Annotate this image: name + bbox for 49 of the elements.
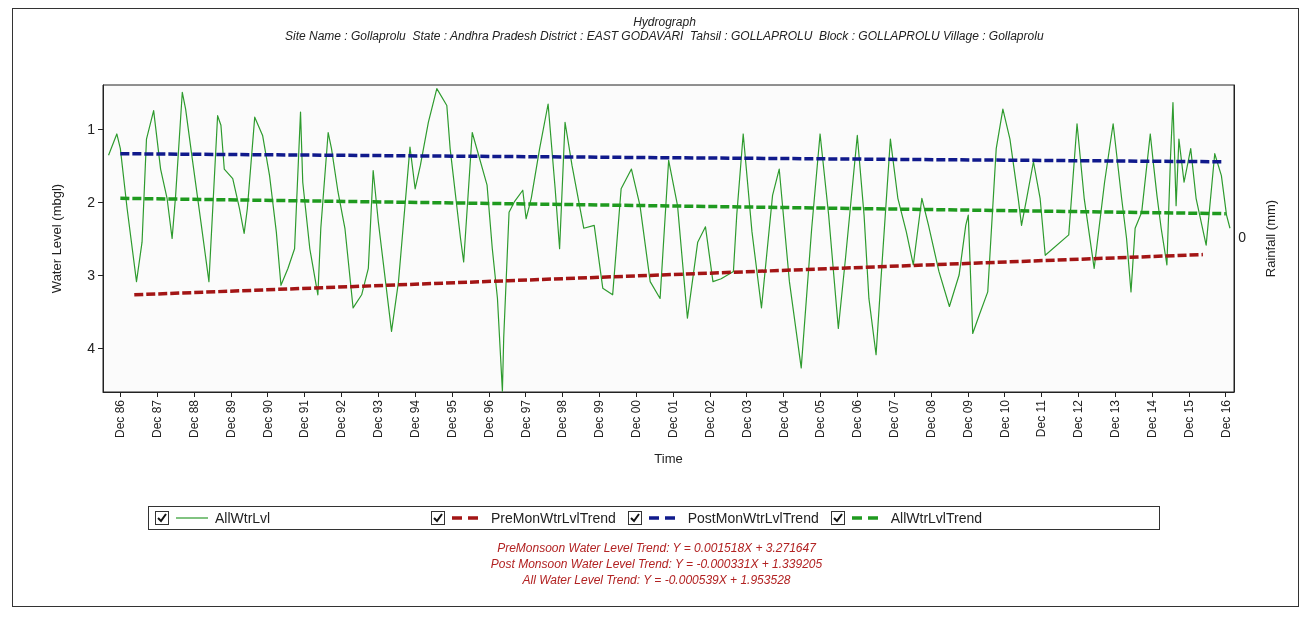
legend-label: AllWtrLvl [215,510,271,526]
x-tick-label: Dec 04 [776,399,791,439]
x-tick-label: Dec 94 [408,399,423,439]
y-tick-label: 1 [87,120,96,137]
y2-axis-title: Rainfall (mm) [1263,199,1278,278]
x-tick-label: Dec 14 [1144,399,1159,439]
x-tick-label: Dec 06 [850,399,865,439]
x-tick-label: Dec 87 [150,399,165,439]
x-tick-label: Dec 99 [592,399,607,439]
x-tick-label: Dec 90 [260,399,275,439]
x-tick-label: Dec 98 [555,399,570,439]
x-tick-label: Dec 89 [223,399,238,439]
text: PreMonsoon Water Level Trend: Y = 0.001518X + 3.271647 [496,540,818,556]
x-tick-label: Dec 09 [960,399,975,439]
y-axis-title: Water Level (mbgl) [49,183,64,294]
legend-label: PostMonWtrLvlTrend [687,510,819,526]
x-tick-label: Dec 01 [665,399,680,439]
x-tick-label: Dec 88 [187,399,201,439]
x-tick-label: Dec 96 [481,399,496,439]
x-tick-label: Dec 07 [887,399,902,439]
text: Post Monsoon Water Level Trend: Y = -0.000331X + 1.339205 [489,556,824,572]
x-tick-label: Dec 97 [518,399,533,439]
x-tick-label: Dec 11 [1034,399,1049,438]
x-tick-label: Dec 12 [1071,399,1086,439]
x-tick-label: Dec 92 [334,399,349,439]
x-tick-label: Dec 02 [702,399,717,439]
x-tick-label: Dec 00 [629,399,644,439]
x-tick-label: Dec 10 [997,399,1012,439]
legend-label: AllWtrLvlTrend [890,510,982,526]
y-tick-label: 4 [87,340,96,357]
line-series [107,88,1231,392]
x-tick-label: Dec 93 [371,399,386,439]
x-tick-label: Dec 08 [923,399,938,439]
legend-label: PreMonWtrLvlTrend [491,510,616,526]
x-tick-label: Dec 15 [1181,399,1196,439]
x-tick-label: Dec 03 [739,399,754,439]
x-tick-label: Dec 91 [297,399,312,439]
x-tick-label: Dec 86 [113,399,128,439]
x-tick-label: Dec 95 [444,399,459,439]
chart-title: Hydrograph [633,15,697,29]
y-tick-label: 3 [87,267,96,284]
x-tick-label: Dec 16 [1218,399,1233,439]
x-axis-title: Time [654,451,683,466]
text: 0 [1238,229,1247,245]
text: All Water Level Trend: Y = -0.000539X + 1.953528 [521,572,792,588]
x-tick-label: Dec 13 [1108,399,1123,439]
y-tick-label: 2 [87,193,96,210]
chart-subtitle: Site Name : Gollaprolu State : Andhra Pradesh District : EAST GODAVARI Tahsil : GOLLAPROLU Block : GOLLAPROLU Village : Gollaprolu [285,29,1044,43]
x-tick-label: Dec 05 [813,399,828,439]
